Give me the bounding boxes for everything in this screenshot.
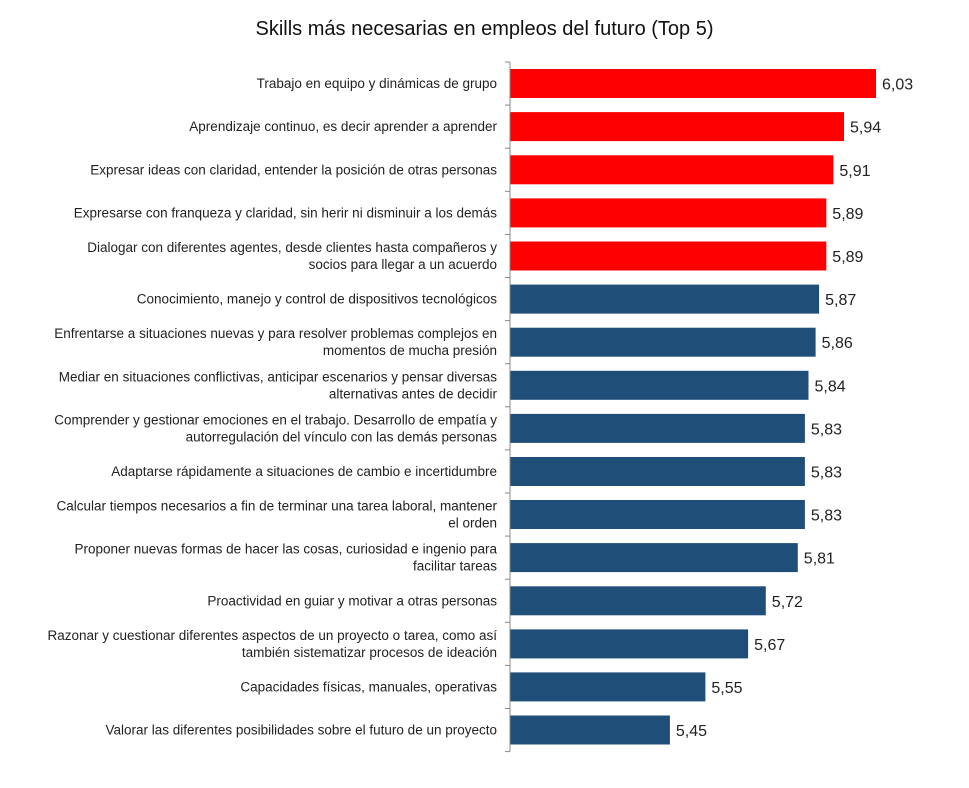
data-label: 5,72 <box>772 594 803 611</box>
category-label: Proactividad en guiar y motivar a otras … <box>207 593 497 608</box>
bar <box>510 672 706 702</box>
category-label: el orden <box>448 516 497 531</box>
bar <box>510 543 798 573</box>
category-label: Capacidades físicas, manuales, operativa… <box>240 679 497 694</box>
category-label: Dialogar con diferentes agentes, desde c… <box>87 240 497 255</box>
data-label: 5,89 <box>832 206 863 223</box>
category-label: Adaptarse rápidamente a situaciones de c… <box>111 464 497 479</box>
data-label: 5,86 <box>822 335 853 352</box>
category-label: facilitar tareas <box>413 559 497 574</box>
category-label: Enfrentarse a situaciones nuevas y para … <box>54 326 497 341</box>
data-label: 5,81 <box>804 551 835 568</box>
category-label: Expresar ideas con claridad, entender la… <box>90 162 497 177</box>
category-label: Mediar en situaciones conflictivas, anti… <box>59 369 497 384</box>
bar <box>510 629 749 659</box>
bar <box>510 241 827 271</box>
category-label: Proponer nuevas formas de hacer las cosa… <box>75 542 498 557</box>
bar <box>510 112 844 142</box>
category-label: momentos de mucha presión <box>323 343 497 358</box>
category-label: socios para llegar a un acuerdo <box>309 257 497 272</box>
category-label: también sistematizar procesos de ideació… <box>242 645 497 660</box>
data-label: 5,83 <box>811 421 842 438</box>
bar <box>510 500 805 529</box>
chart-title: Skills más necesarias en empleos del fut… <box>255 18 714 40</box>
category-label: Calcular tiempos necesarios a fin de ter… <box>57 499 498 514</box>
data-label: 5,55 <box>711 680 742 697</box>
category-label: Trabajo en equipo y dinámicas de grupo <box>257 76 497 91</box>
category-label: alternativas antes de decidir <box>329 386 498 401</box>
category-label: autorregulación del vínculo con las demá… <box>186 429 498 444</box>
bar <box>510 198 827 228</box>
bar <box>510 69 876 98</box>
bar <box>510 457 805 486</box>
category-label: Conocimiento, manejo y control de dispos… <box>137 292 497 307</box>
data-label: 5,83 <box>811 465 842 482</box>
data-label: 5,45 <box>676 723 707 740</box>
bar <box>510 586 766 616</box>
category-label: Valorar las diferentes posibilidades sob… <box>106 723 497 738</box>
category-label: Razonar y cuestionar diferentes aspectos… <box>47 628 497 643</box>
data-label: 5,67 <box>754 637 785 654</box>
data-label: 5,94 <box>850 120 881 137</box>
data-label: 5,84 <box>815 378 846 395</box>
bar <box>510 327 816 357</box>
category-label: Expresarse con franqueza y claridad, sin… <box>74 205 497 220</box>
data-label: 5,91 <box>839 163 870 180</box>
bar <box>510 715 670 745</box>
data-label: 5,89 <box>832 249 863 266</box>
category-label: Comprender y gestionar emociones en el t… <box>54 412 497 427</box>
bar <box>510 413 805 443</box>
bar <box>510 370 809 400</box>
data-label: 5,87 <box>825 292 856 309</box>
bar <box>510 284 820 314</box>
data-label: 5,83 <box>811 508 842 525</box>
data-label: 6,03 <box>882 77 913 94</box>
bar <box>510 155 834 185</box>
category-label: Aprendizaje continuo, es decir aprender … <box>189 119 497 134</box>
